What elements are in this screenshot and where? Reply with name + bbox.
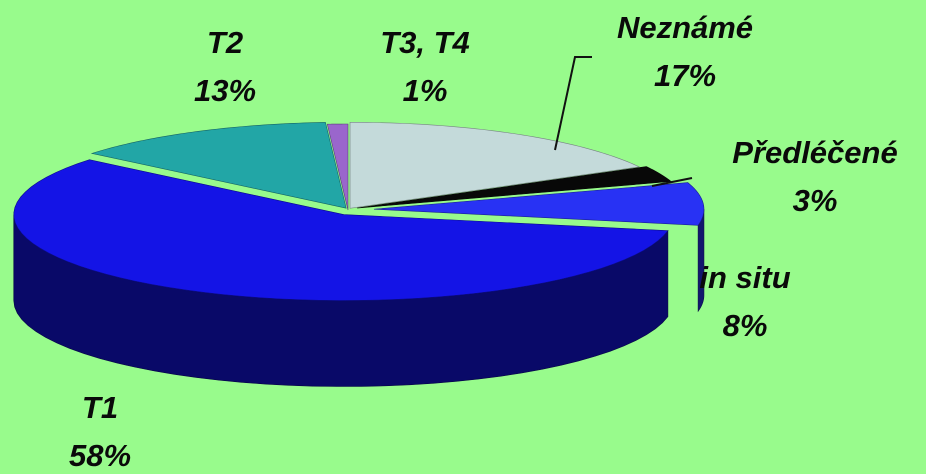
slice-label: T2 xyxy=(207,25,243,60)
slice-value-label: 58% xyxy=(69,438,131,473)
slice-label: Předléčené xyxy=(732,135,897,170)
slice-value-label: 3% xyxy=(793,183,838,218)
slice xyxy=(373,182,705,226)
leader-line xyxy=(651,177,693,187)
slice-value-label: 1% xyxy=(403,73,448,108)
slice-label: Neznámé xyxy=(617,10,753,45)
slice xyxy=(90,122,347,209)
pie xyxy=(13,121,705,387)
leader-line xyxy=(554,56,592,151)
slice-label: in situ xyxy=(699,260,790,295)
slice-label: T3, T4 xyxy=(380,25,470,60)
slice xyxy=(13,159,669,301)
slice xyxy=(326,123,349,211)
slice-label: T1 xyxy=(82,390,118,425)
slice-value-label: 17% xyxy=(654,58,716,93)
slice xyxy=(349,121,641,209)
slice-value-label: 13% xyxy=(194,73,256,108)
slice xyxy=(357,166,672,209)
slice-value-label: 8% xyxy=(723,308,768,343)
